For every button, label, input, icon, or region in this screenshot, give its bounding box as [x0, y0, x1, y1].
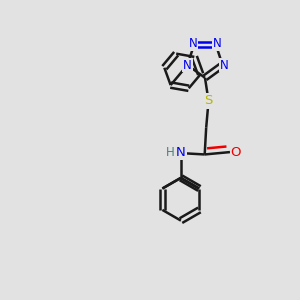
- Text: N: N: [213, 37, 221, 50]
- Text: N: N: [189, 37, 197, 50]
- Text: S: S: [204, 94, 213, 107]
- Text: N: N: [183, 58, 192, 71]
- Text: N: N: [220, 58, 229, 71]
- Text: H: H: [166, 146, 175, 159]
- Text: O: O: [231, 146, 241, 159]
- Text: N: N: [176, 146, 186, 159]
